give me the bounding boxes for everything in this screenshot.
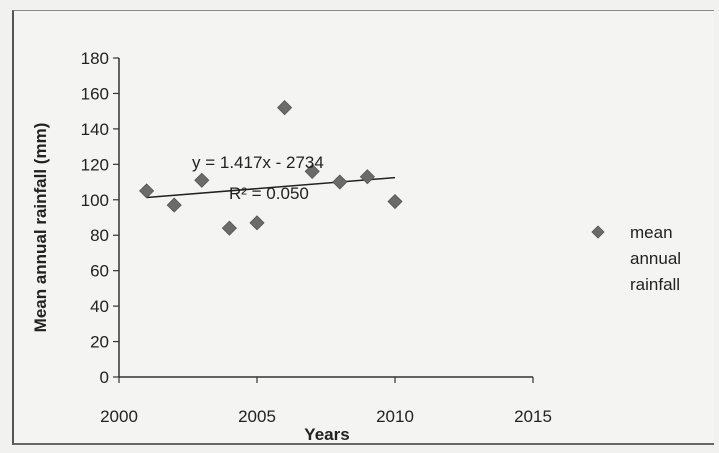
data-point — [166, 197, 182, 213]
data-point — [359, 169, 375, 185]
x-tick-label: 2015 — [514, 407, 552, 426]
x-axis-title: Years — [304, 425, 349, 444]
trend-line — [146, 176, 396, 199]
legend-label: annual — [630, 249, 681, 268]
data-point — [249, 215, 265, 231]
data-point — [194, 172, 210, 188]
data-point — [332, 174, 348, 190]
legend-label: mean — [630, 223, 673, 242]
x-tick-label: 2000 — [100, 407, 138, 426]
y-tick-label: 80 — [90, 226, 109, 245]
data-point — [387, 193, 403, 210]
trendline-equation: y = 1.417x - 2734 — [192, 153, 324, 172]
data-point — [139, 183, 155, 199]
legend: mean annual rainfall — [591, 223, 681, 294]
y-tick-label: 160 — [81, 84, 109, 103]
y-axis-title: Mean annual rainfall (mm) — [31, 123, 50, 333]
data-point — [277, 100, 293, 116]
x-tick-label: 2005 — [238, 407, 276, 426]
y-tick-label: 40 — [90, 297, 109, 316]
legend-marker — [591, 225, 605, 239]
y-tick-label: 140 — [81, 120, 109, 139]
data-points — [139, 100, 403, 236]
data-point — [221, 220, 237, 236]
y-axis-ticks: 0 20 40 60 80 100 120 140 160 180 — [81, 49, 119, 387]
y-tick-label: 180 — [81, 49, 109, 68]
x-tick-label: 2010 — [376, 407, 414, 426]
data-point — [304, 163, 320, 179]
trendline-r-squared: R² = 0.050 — [229, 184, 309, 203]
y-tick-label: 120 — [81, 155, 109, 174]
y-tick-label: 0 — [100, 368, 109, 387]
y-tick-label: 60 — [90, 262, 109, 281]
y-tick-label: 100 — [81, 191, 109, 210]
x-axis-ticks: 2000 2005 2010 2015 — [100, 377, 552, 426]
legend-label: rainfall — [630, 275, 680, 294]
y-tick-label: 20 — [90, 333, 109, 352]
